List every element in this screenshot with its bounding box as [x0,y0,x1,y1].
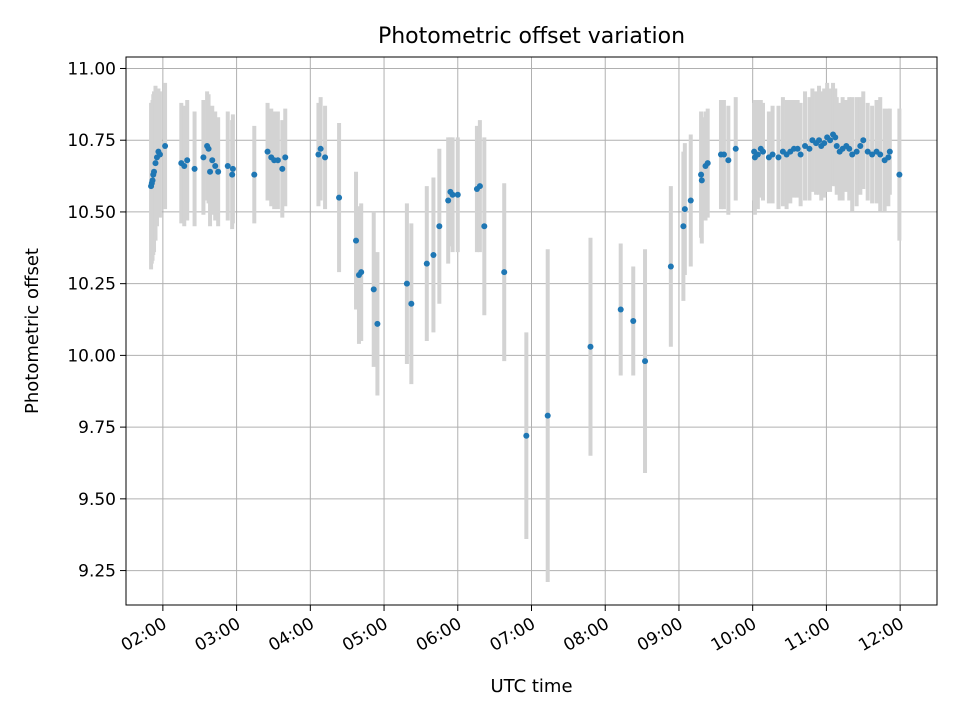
data-point [215,168,222,175]
data-point [877,151,884,158]
data-point [251,171,258,178]
data-point [149,177,156,184]
data-point [587,343,594,350]
data-point [725,157,732,164]
data-point [806,145,813,152]
data-point [896,171,903,178]
data-point [720,151,727,158]
data-point [209,157,216,164]
data-point [181,163,188,170]
data-point [704,160,711,167]
data-point [853,148,860,155]
data-point [681,206,688,213]
data-point [864,148,871,155]
data-point [821,140,828,147]
data-point [449,191,456,198]
data-point [617,306,624,313]
data-point [698,171,705,178]
data-point [224,163,231,170]
y-tick-label: 9.75 [78,418,116,438]
data-point [667,263,674,270]
data-point [680,223,687,230]
data-points [148,131,903,439]
data-point [687,197,694,204]
data-point [642,358,649,365]
data-point [630,317,637,324]
data-point [336,194,343,201]
y-tick-label: 11.00 [67,59,116,79]
data-point [408,300,415,307]
data-point [849,151,856,158]
y-axis-label: Photometric offset [22,248,43,414]
data-point [885,154,892,161]
data-point [403,280,410,287]
data-point [212,163,219,170]
data-point [769,151,776,158]
x-axis-label: UTC time [490,676,572,697]
data-point [857,142,864,149]
data-point [205,145,212,152]
data-point [481,223,488,230]
y-tick-label: 10.25 [67,275,116,295]
y-axis-ticks: 9.25 9.50 9.75 10.00 10.25 10.50 10.75 11.00 [67,59,126,582]
y-tick-label: 10.50 [67,203,116,223]
data-point [846,145,853,152]
data-point [279,165,286,172]
chart-title: Photometric offset variation [378,24,685,49]
data-point [832,134,839,141]
data-point [476,183,483,190]
data-point [760,148,767,155]
data-point [802,142,809,149]
data-point [544,412,551,419]
y-tick-label: 10.75 [67,131,116,151]
data-point [436,223,443,230]
data-point [264,148,271,155]
data-point [869,151,876,158]
data-point [162,142,169,149]
data-point [423,260,430,267]
data-point [374,320,381,327]
data-point [282,154,289,161]
data-point [322,154,329,161]
data-point [797,151,804,158]
data-point [430,251,437,258]
data-point [816,137,823,144]
data-point [732,145,739,152]
data-point [794,145,801,152]
data-point [860,137,867,144]
data-point [274,157,281,164]
data-point [152,160,159,167]
y-tick-label: 9.50 [78,490,116,510]
data-point [200,154,207,161]
data-point [833,142,840,149]
data-point [353,237,360,244]
data-point [523,432,530,439]
data-point [827,137,834,144]
data-point [501,269,508,276]
data-point [445,197,452,204]
data-point [151,168,158,175]
y-tick-label: 10.00 [67,346,116,366]
data-point [370,286,377,293]
data-point [315,151,322,158]
data-point [454,191,461,198]
data-point [156,151,163,158]
data-point [184,157,191,164]
data-point [886,148,893,155]
data-point [698,177,705,184]
data-point [358,269,365,276]
data-point [229,171,236,178]
data-point [317,145,324,152]
data-point [775,154,782,161]
data-point [191,165,198,172]
data-point [207,168,214,175]
data-point [754,151,761,158]
data-point [229,165,236,172]
y-tick-label: 9.25 [78,562,116,582]
